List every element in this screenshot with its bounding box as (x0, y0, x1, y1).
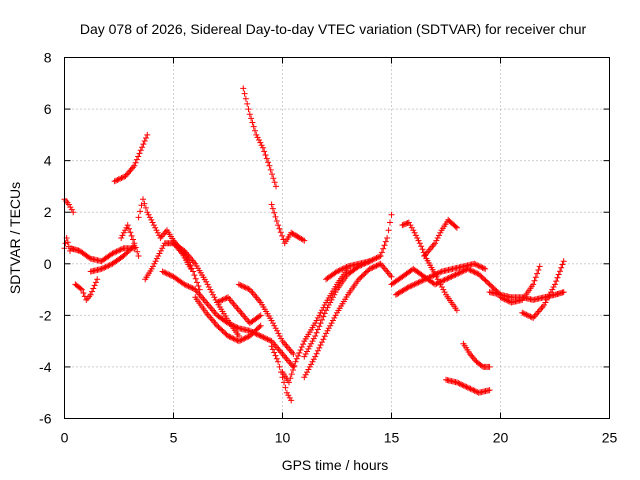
marker-trace (323, 211, 395, 283)
marker-trace (460, 340, 493, 370)
series-arc-29 (497, 263, 543, 306)
series-arc-03 (68, 245, 138, 265)
x-tick-label: 10 (275, 430, 291, 446)
series-arc-21 (323, 211, 395, 283)
series-arc-07 (118, 222, 142, 259)
marker-trace (421, 216, 460, 259)
y-tick-label: -6 (39, 411, 52, 427)
marker-trace (87, 242, 138, 275)
marker-trace (170, 240, 242, 339)
x-tick-label: 0 (61, 430, 69, 446)
x-axis-label: GPS time / hours (282, 457, 389, 473)
series-arc-20 (301, 260, 395, 381)
marker-trace (392, 260, 489, 298)
series-arc-26 (443, 376, 493, 396)
axis-ticks (64, 57, 610, 419)
y-tick-label: 4 (44, 153, 52, 169)
marker-trace (497, 263, 543, 306)
marker-trace (240, 85, 279, 190)
marker-trace (519, 258, 567, 321)
y-axis-label: SDTVAR / TECUs (7, 182, 23, 294)
marker-trace (268, 343, 295, 404)
series-arc-05 (87, 242, 138, 275)
y-tick-label: -2 (39, 307, 52, 323)
x-tick-label: 20 (493, 430, 509, 446)
series-arc-27 (460, 340, 493, 370)
data-markers (61, 85, 567, 404)
x-tick-label: 5 (170, 430, 178, 446)
series-arc-30 (519, 258, 567, 321)
chart-title: Day 078 of 2026, Sidereal Day-to-day VTE… (80, 21, 587, 37)
series-arc-11 (170, 240, 242, 339)
series-arc-15 (240, 85, 279, 190)
marker-trace (118, 222, 142, 259)
series-arc-14 (235, 281, 297, 357)
y-tick-label: 2 (44, 204, 52, 220)
y-tick-label: 6 (44, 101, 52, 117)
marker-trace (235, 281, 297, 357)
marker-trace (192, 294, 264, 345)
y-tick-label: 0 (44, 256, 52, 272)
marker-trace (72, 276, 101, 303)
axis-tick-labels: 0 5 10 15 20 25 -6 -4 -2 0 2 4 6 8 (39, 50, 617, 446)
marker-trace (301, 260, 395, 381)
y-tick-label: 8 (44, 50, 52, 66)
series-arc-24 (392, 260, 489, 298)
marker-trace (443, 376, 493, 396)
series-arc-12 (192, 294, 264, 345)
series-arc-18 (268, 343, 295, 404)
marker-trace (68, 245, 138, 265)
x-tick-label: 15 (384, 430, 400, 446)
marker-trace (111, 131, 151, 185)
plot-frame (64, 57, 610, 419)
grid-lines (64, 57, 610, 419)
series-arc-25 (421, 216, 460, 259)
series-arc-04 (72, 276, 101, 303)
y-tick-label: -4 (39, 359, 52, 375)
x-tick-label: 25 (602, 430, 618, 446)
series-arc-13 (214, 294, 264, 327)
marker-trace (214, 294, 264, 327)
series-arc-06 (111, 131, 151, 185)
marker-trace (268, 201, 308, 247)
series-arc-16 (268, 201, 308, 247)
